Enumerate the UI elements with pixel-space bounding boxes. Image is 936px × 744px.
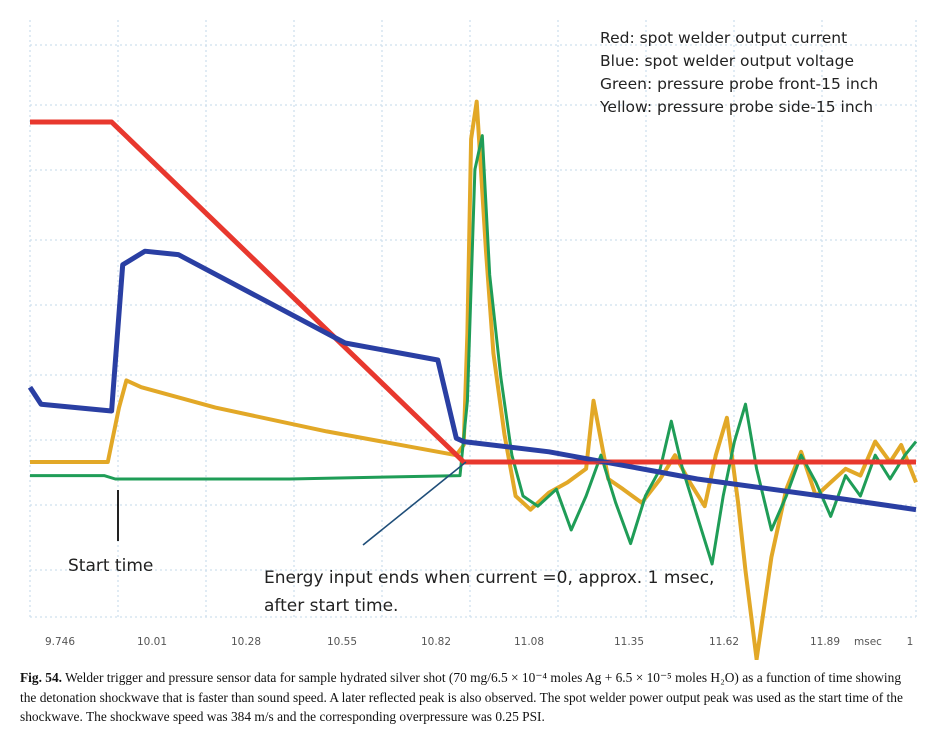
energy-end-label-line1: Energy input ends when current =0, appro… [264,568,714,588]
x-tick-label: 9.746 [45,636,75,648]
series-layer [27,99,918,660]
x-tick-label: 10.55 [327,636,357,648]
legend-green: Green: pressure probe front-15 inch [600,75,879,93]
annotation-layer: Start time Energy input ends when curren… [68,461,714,616]
legend-yellow: Yellow: pressure probe side-15 inch [600,98,874,116]
caption-body: Welder trigger and pressure sensor data … [20,670,903,724]
x-tick-label: 11.62 [709,636,739,648]
x-tick-label: 10.01 [137,636,167,648]
caption-head: Fig. 54. [20,670,63,685]
series-voltage-blue [27,248,917,513]
x-tick-label: 11.89 [810,636,840,648]
x-tick-label: 10.82 [421,636,451,648]
energy-end-label-line2: after start time. [264,596,398,616]
series-pressure-front-green [30,134,918,566]
x-axis-unit: msec [854,636,882,648]
start-time-label: Start time [68,556,153,576]
legend-red: Red: spot welder output current [600,29,848,47]
energy-end-pointer [362,461,467,546]
chart: Start time Energy input ends when curren… [27,20,918,660]
x-tick-label: 1 [907,636,914,648]
x-axis-ticks: 9.746 10.01 10.28 10.55 10.82 11.08 11.35 11.62… [45,636,913,648]
x-tick-label: 11.35 [614,636,644,648]
series-current-red [30,119,916,465]
x-tick-label: 11.08 [514,636,544,648]
x-tick-label: 10.28 [231,636,261,648]
figure-caption: Fig. 54. Welder trigger and pressure sen… [20,668,920,727]
legend-blue: Blue: spot welder output voltage [600,52,855,70]
